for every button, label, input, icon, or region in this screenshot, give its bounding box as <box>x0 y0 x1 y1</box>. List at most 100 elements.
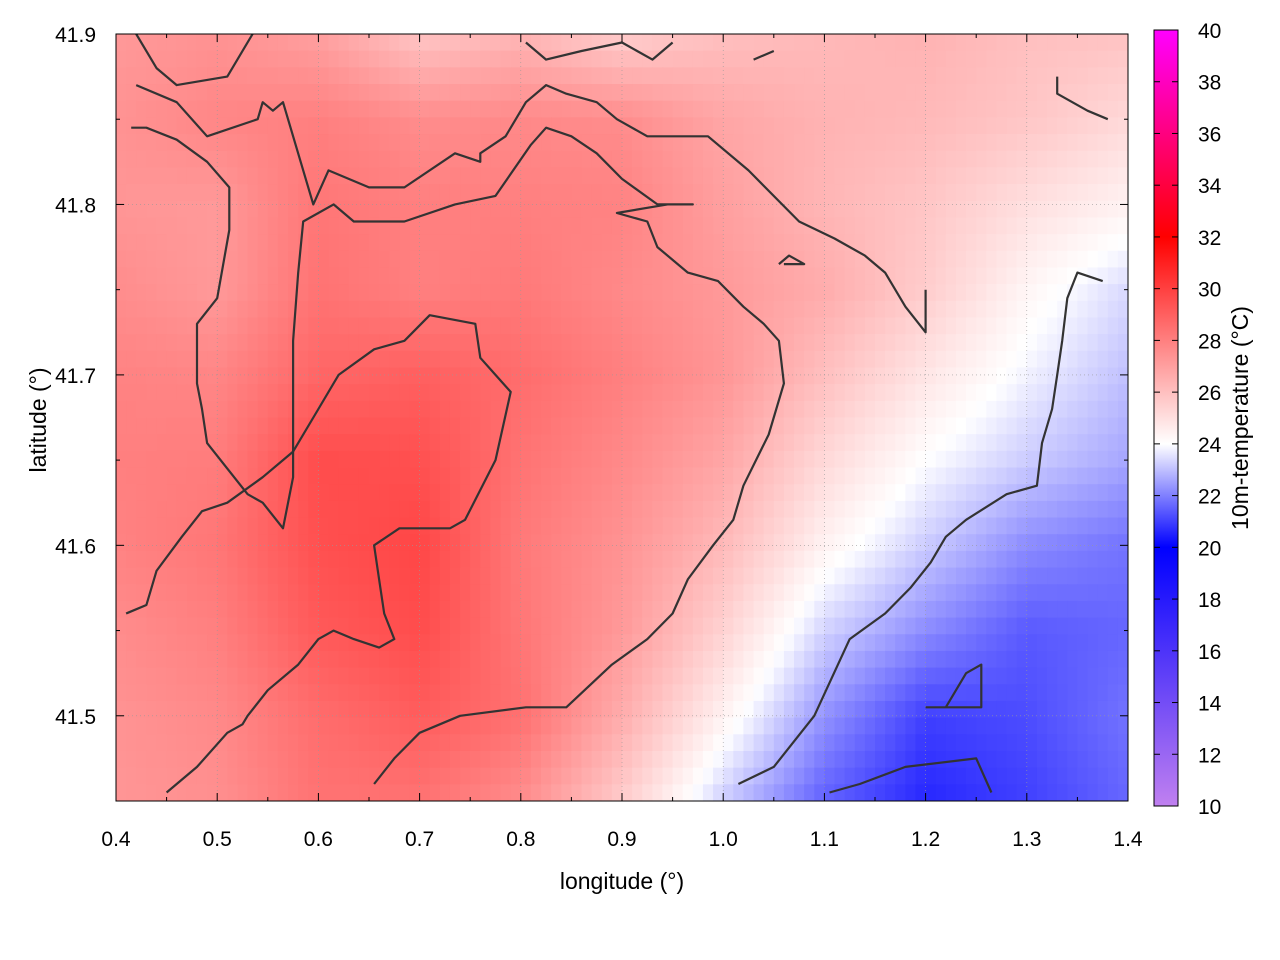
heatmap-cell <box>905 717 917 735</box>
heatmap-cell <box>1117 434 1128 452</box>
heatmap-cell <box>1117 384 1128 402</box>
heatmap-cell <box>176 784 188 801</box>
heatmap-cell <box>1036 300 1048 319</box>
heatmap-cell <box>692 184 704 202</box>
heatmap-cell <box>834 350 846 369</box>
heatmap-cell <box>186 750 198 769</box>
heatmap-cell <box>834 784 846 801</box>
heatmap-cell <box>1117 134 1128 152</box>
heatmap-cell <box>1117 84 1128 102</box>
heatmap-cell <box>864 684 876 702</box>
heatmap-cell <box>1006 650 1018 669</box>
heatmap-cell <box>702 617 714 635</box>
heatmap-cell <box>1036 617 1048 635</box>
heatmap-cell <box>591 67 603 85</box>
heatmap-cell <box>136 184 147 202</box>
heatmap-cell <box>814 767 825 785</box>
heatmap-cell <box>369 534 380 552</box>
heatmap-cell <box>854 784 866 801</box>
heatmap-cell <box>1026 734 1038 752</box>
heatmap-cell <box>662 100 674 118</box>
heatmap-cell <box>895 700 906 719</box>
heatmap-cell <box>945 434 957 452</box>
heatmap-cell <box>217 467 228 485</box>
heatmap-cell <box>460 467 471 485</box>
heatmap-cell <box>530 600 542 619</box>
heatmap-cell <box>1016 50 1028 68</box>
heatmap-cell <box>277 767 289 785</box>
heatmap-cell <box>783 750 795 769</box>
heatmap-cell <box>267 134 279 152</box>
heatmap-cell <box>834 634 846 652</box>
heatmap-cell <box>622 467 633 485</box>
heatmap-cell <box>642 750 653 769</box>
heatmap-cell <box>439 450 451 469</box>
heatmap-cell <box>1026 50 1038 68</box>
heatmap-cell <box>702 84 714 102</box>
heatmap-cell <box>935 467 947 485</box>
heatmap-cell <box>611 50 623 68</box>
heatmap-cell <box>834 684 846 702</box>
heatmap-cell <box>439 34 451 52</box>
heatmap-cell <box>470 417 481 435</box>
heatmap-cell <box>935 684 947 702</box>
heatmap-cell <box>591 284 603 302</box>
heatmap-cell <box>257 334 269 352</box>
heatmap-cell <box>449 267 461 285</box>
heatmap-cell <box>996 617 1008 635</box>
heatmap-cell <box>935 767 947 785</box>
heatmap-cell <box>733 600 745 619</box>
heatmap-cell <box>288 117 299 135</box>
heatmap-cell <box>399 700 411 719</box>
heatmap-cell <box>996 750 1008 769</box>
heatmap-cell <box>743 500 755 519</box>
heatmap-cell <box>338 784 350 801</box>
heatmap-cell <box>156 517 168 535</box>
heatmap-cell <box>510 434 522 452</box>
heatmap-cell <box>986 500 998 519</box>
heatmap-cell <box>470 250 481 269</box>
heatmap-cell <box>875 584 886 602</box>
heatmap-cell <box>379 317 390 335</box>
heatmap-cell <box>551 250 562 269</box>
heatmap-cell <box>237 434 249 452</box>
heatmap-cell <box>196 784 208 801</box>
heatmap-cell <box>480 517 492 535</box>
heatmap-cell <box>804 117 815 135</box>
heatmap-cell <box>1087 684 1099 702</box>
heatmap-cell <box>520 784 532 801</box>
heatmap-cell <box>379 717 390 735</box>
heatmap-cell <box>348 684 360 702</box>
heatmap-cell <box>530 284 542 302</box>
heatmap-cell <box>915 450 927 469</box>
heatmap-cell <box>237 534 249 552</box>
heatmap-cell <box>885 117 896 135</box>
heatmap-cell <box>196 250 208 269</box>
heatmap-cell <box>277 250 289 269</box>
heatmap-cell <box>156 534 168 552</box>
heatmap-cell <box>348 367 360 385</box>
heatmap-cell <box>267 34 279 52</box>
heatmap-cell <box>571 617 583 635</box>
heatmap-cell <box>1026 217 1038 235</box>
heatmap-cell <box>449 384 461 402</box>
heatmap-cell <box>1036 184 1048 202</box>
heatmap-cell <box>844 67 856 85</box>
heatmap-cell <box>966 384 977 402</box>
heatmap-cell <box>470 600 481 619</box>
heatmap-cell <box>702 300 714 319</box>
heatmap-cell <box>814 450 825 469</box>
heatmap-cell <box>824 100 836 118</box>
heatmap-cell <box>530 400 542 419</box>
heatmap-cell <box>622 417 633 435</box>
heatmap-cell <box>986 767 998 785</box>
heatmap-cell <box>419 667 431 685</box>
heatmap-cell <box>1006 250 1018 269</box>
heatmap-cell <box>591 450 603 469</box>
heatmap-cell <box>561 567 572 585</box>
heatmap-cell <box>895 750 906 769</box>
heatmap-cell <box>652 67 664 85</box>
heatmap-cell <box>955 34 967 52</box>
heatmap-cell <box>449 334 461 352</box>
heatmap-cell <box>480 634 492 652</box>
